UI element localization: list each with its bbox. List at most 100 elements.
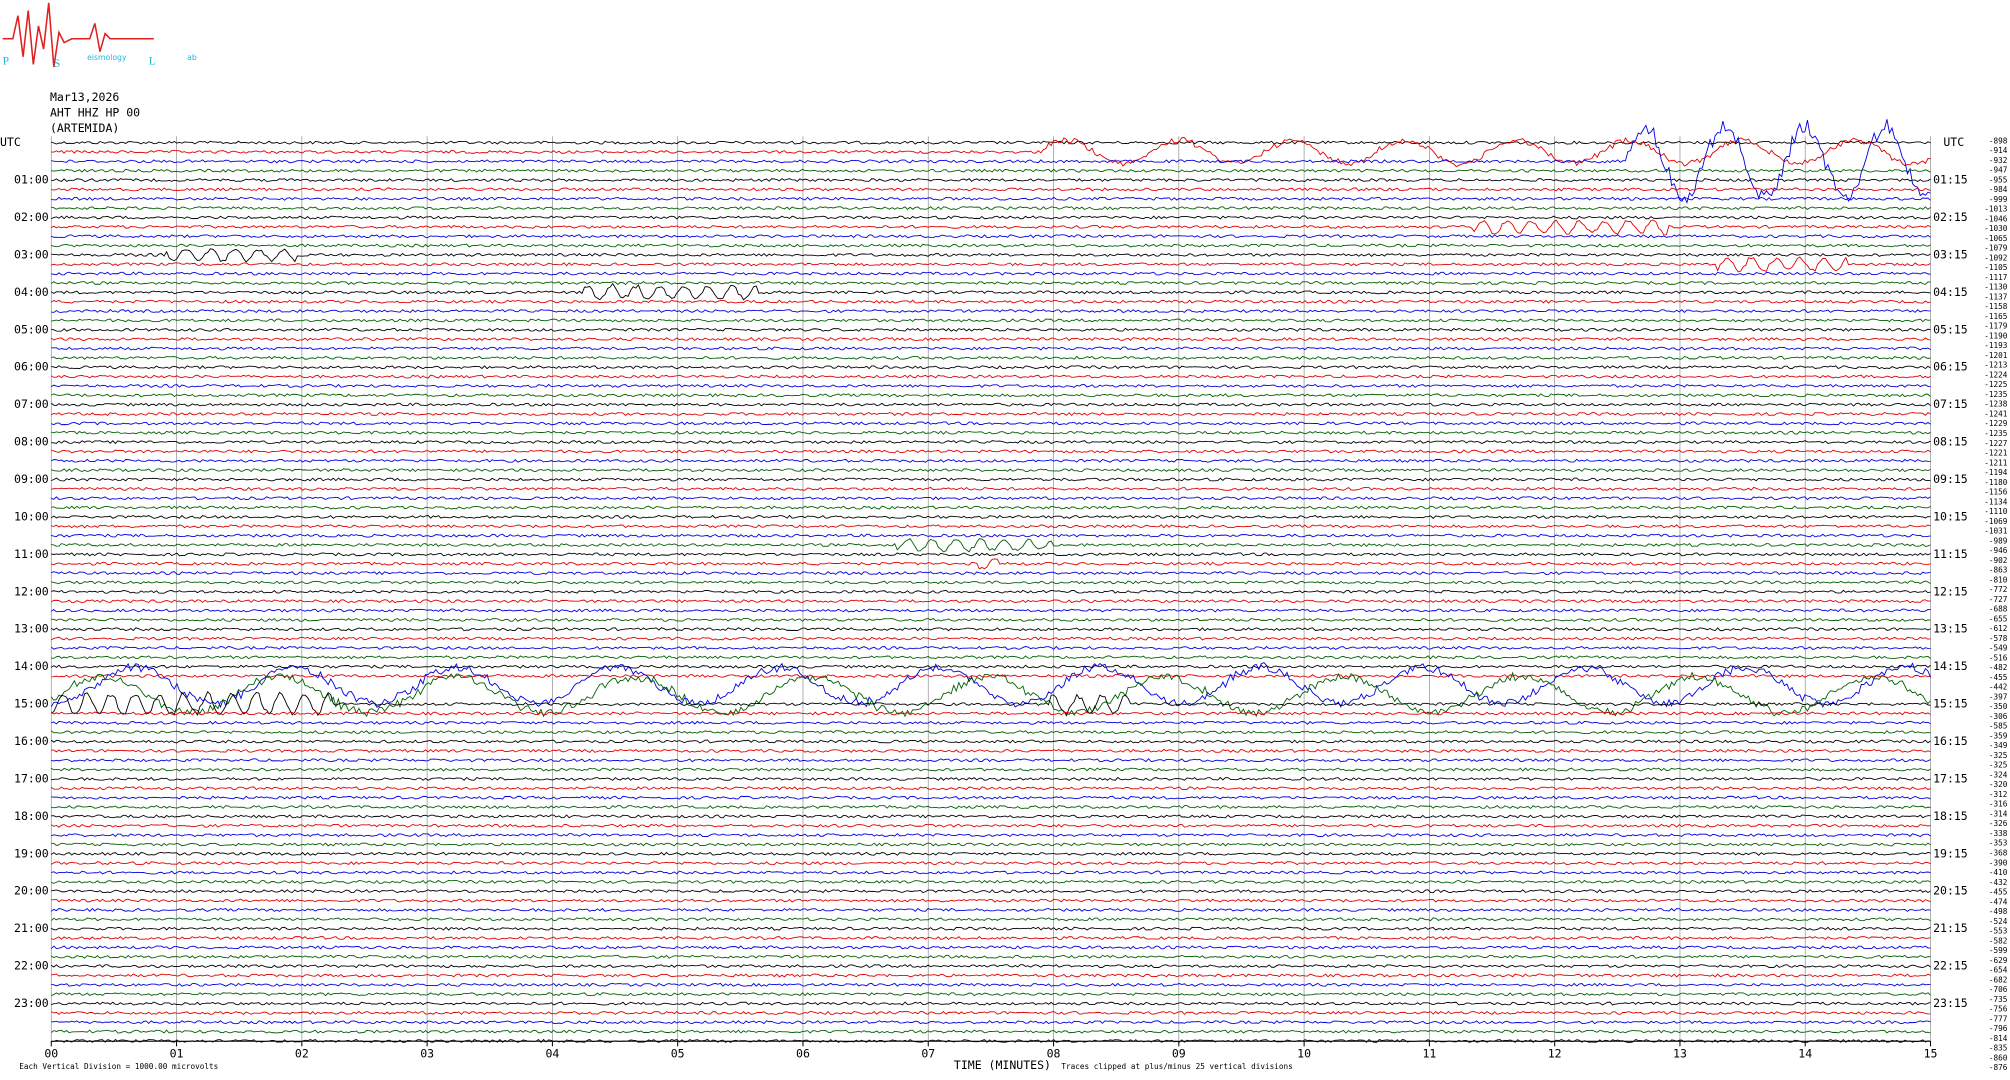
logo-letter: L	[149, 55, 156, 67]
trace	[51, 823, 1931, 828]
offset-label: -314	[1989, 809, 2008, 818]
offset-label: -1235	[1984, 390, 2008, 399]
x-tick-label: 08	[1047, 1047, 1061, 1061]
trace	[51, 468, 1931, 473]
trace	[51, 486, 1931, 491]
trace	[51, 907, 1931, 913]
logo-text: eismology	[87, 53, 127, 62]
trace	[51, 814, 1931, 819]
offset-label: -1079	[1984, 244, 2008, 253]
trace	[51, 571, 1931, 576]
offset-label: -1194	[1984, 468, 2008, 477]
left-label: 14:00	[14, 659, 49, 673]
x-tick-label: 14	[1798, 1047, 1812, 1061]
left-label: 10:00	[14, 509, 49, 523]
offset-label: -1165	[1984, 312, 2008, 321]
offset-label: -682	[1989, 975, 2008, 984]
offset-label: -524	[1989, 917, 2008, 926]
logo-letter: S	[54, 58, 60, 70]
offset-label: -1069	[1984, 517, 2008, 526]
right-label: 15:15	[1933, 697, 1968, 711]
trace	[51, 206, 1931, 211]
trace	[51, 982, 1931, 987]
footer-clip: Traces clipped at plus/minus 25 vertical…	[1061, 1062, 1292, 1071]
offset-label: -914	[1989, 146, 2008, 155]
trace	[51, 589, 1931, 594]
left-label: 11:00	[14, 547, 49, 561]
offset-label: -902	[1989, 556, 2008, 565]
offset-label: -655	[1989, 614, 2008, 623]
offset-label: -549	[1989, 644, 2008, 653]
trace	[51, 691, 1931, 717]
right-label: 16:15	[1933, 734, 1968, 748]
left-label: 21:00	[14, 921, 49, 935]
right-label: 23:15	[1933, 996, 1968, 1010]
offset-label: -338	[1989, 829, 2008, 838]
trace	[51, 458, 1931, 463]
x-tick-label: 02	[295, 1047, 309, 1061]
trace	[51, 365, 1931, 370]
right-label: 13:15	[1933, 622, 1968, 636]
trace	[51, 355, 1931, 360]
offset-label: -1225	[1984, 380, 2008, 389]
left-label: 23:00	[14, 996, 49, 1010]
trace	[51, 711, 1931, 716]
trace	[51, 440, 1931, 445]
trace	[51, 748, 1931, 753]
trace	[51, 627, 1931, 632]
trace	[50, 917, 1931, 922]
offset-label: -1137	[1984, 292, 2008, 301]
trace	[51, 411, 1931, 417]
offset-label: -1179	[1984, 322, 2008, 331]
offset-label: -312	[1989, 790, 2008, 799]
right-label: 03:15	[1933, 247, 1968, 261]
right-label: 11:15	[1933, 547, 1968, 561]
left-label: 13:00	[14, 622, 49, 636]
offset-label: -1134	[1984, 497, 2008, 506]
trace	[51, 720, 1931, 725]
offset-label: -455	[1989, 673, 2008, 682]
trace	[51, 851, 1931, 856]
left-label: 01:00	[14, 173, 49, 187]
offset-label: -326	[1989, 819, 2008, 828]
offset-label: -1235	[1984, 429, 2008, 438]
trace	[51, 119, 1931, 204]
trace	[51, 383, 1931, 388]
trace	[51, 786, 1931, 791]
offset-label: -1190	[1984, 331, 2008, 340]
x-tick-label: 09	[1172, 1047, 1186, 1061]
right-label: 06:15	[1933, 360, 1968, 374]
offset-label: -325	[1989, 761, 2008, 770]
x-tick-label: 07	[921, 1047, 935, 1061]
offset-label: -1201	[1984, 351, 2008, 360]
right-label: 14:15	[1933, 659, 1968, 673]
offset-label: -688	[1989, 605, 2008, 614]
offset-label: -432	[1989, 878, 2008, 887]
offset-label: -989	[1989, 536, 2008, 545]
right-label: 08:15	[1933, 435, 1968, 449]
trace	[51, 524, 1931, 529]
offset-label: -999	[1989, 195, 2008, 204]
trace	[51, 936, 1931, 941]
trace	[51, 538, 1931, 553]
offset-label: -810	[1989, 575, 2008, 584]
offset-label: -860	[1989, 1053, 2008, 1062]
trace	[51, 243, 1931, 248]
trace	[51, 234, 1931, 239]
trace	[51, 1038, 1931, 1044]
logo-squiggle	[2, 2, 154, 68]
right-label: 05:15	[1933, 322, 1968, 336]
offset-label: -482	[1989, 663, 2008, 672]
offset-label: -359	[1989, 731, 2008, 740]
trace	[51, 870, 1931, 875]
offset-label: -1030	[1984, 224, 2008, 233]
logo-letter: P	[3, 55, 9, 67]
x-tick-label: 05	[671, 1047, 685, 1061]
left-label: 08:00	[14, 435, 49, 449]
trace	[51, 608, 1931, 613]
trace	[51, 833, 1931, 838]
left-label: 15:00	[14, 697, 49, 711]
x-tick-label: 15	[1924, 1047, 1938, 1061]
offset-label: -1213	[1984, 361, 2008, 370]
trace	[51, 505, 1931, 510]
